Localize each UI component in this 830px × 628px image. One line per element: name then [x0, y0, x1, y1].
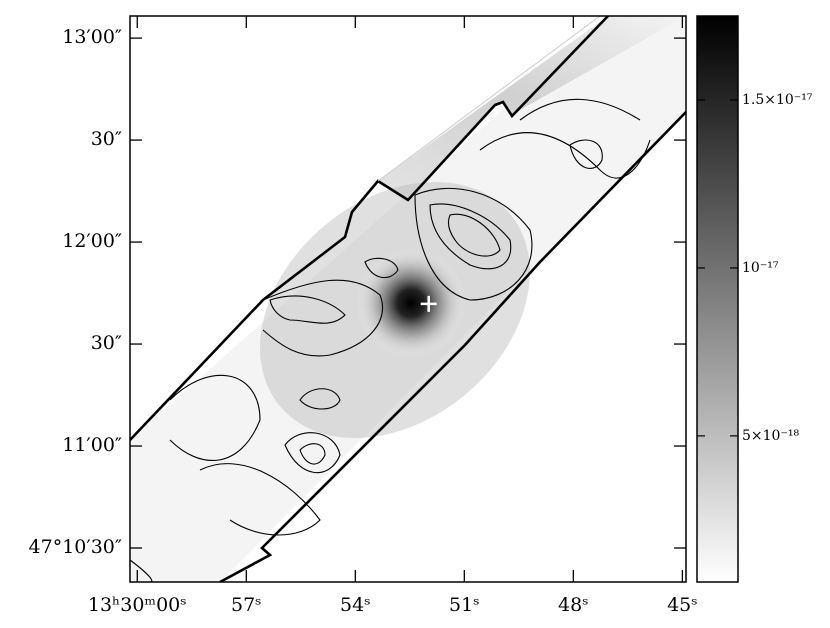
plot-frame	[129, 15, 687, 583]
y-tick-label: 12′00″	[62, 230, 122, 252]
x-tick-label: 57ˢ	[231, 594, 262, 616]
x-tick-label: 51ˢ	[449, 594, 480, 616]
marker	[420, 295, 437, 312]
image	[130, 16, 686, 582]
y-tick-label: 47°10′30″	[29, 536, 122, 558]
y-tick-label: 11′00″	[62, 434, 122, 456]
colorbar-tick-label: 1.5×10⁻¹⁷	[742, 92, 813, 108]
x-tick-label: 45ˢ	[667, 594, 698, 616]
x-tick-label: 54ˢ	[340, 594, 371, 616]
y-tick-label: 30″	[91, 128, 122, 150]
x-tick-label: 13ʰ30ᵐ00ˢ	[88, 594, 187, 616]
y-tick-label: 30″	[91, 332, 122, 354]
colorbar: 1.5×10⁻¹⁷ 10⁻¹⁷ 5×10⁻¹⁸	[696, 15, 813, 583]
colorbar-tick-label: 5×10⁻¹⁸	[742, 428, 799, 444]
colorbar-tick-label: 10⁻¹⁷	[742, 260, 779, 276]
y-tick-label: 13′00″	[62, 26, 122, 48]
colorbar-gradient	[696, 15, 739, 583]
x-tick-label: 48ˢ	[558, 594, 589, 616]
